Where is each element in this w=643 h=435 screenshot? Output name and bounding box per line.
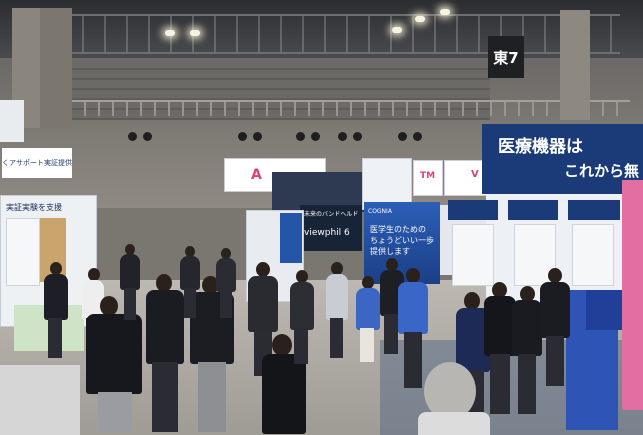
brand-logo-text: A (251, 167, 262, 183)
brand-text: COGNIA (368, 208, 392, 215)
right-booth-tab (508, 200, 558, 220)
hall-number-sign: 東7 (488, 36, 524, 78)
main-banner-line1: 医療機器は (498, 137, 583, 157)
viewphil-booth-sign: 未来のバンドヘルド超音 viewphil 6 (300, 205, 362, 251)
wall-vent (238, 132, 247, 141)
ceiling-lamp (440, 9, 450, 15)
wall-vent (128, 132, 137, 141)
right-booth-screen (452, 224, 494, 286)
small-logo-right: V (471, 169, 479, 180)
right-booth-tab (568, 200, 620, 220)
main-banner-line2: これから無 (564, 162, 640, 180)
ceiling-truss (60, 14, 620, 54)
ceiling-lamp (392, 27, 402, 33)
wall-vent (253, 132, 262, 141)
ceiling-lamp (165, 30, 175, 36)
center-booth-logo-box: TM (413, 160, 443, 196)
wall-vent (311, 132, 320, 141)
wall-vent (338, 132, 347, 141)
ceiling-lamp (190, 30, 200, 36)
wall-vent (398, 132, 407, 141)
right-booth-banner: 医療機器は これから無 (482, 124, 643, 194)
wall-vent (353, 132, 362, 141)
monitor-stand (586, 290, 622, 330)
left-booth-banner: くアサポート実証提供 (2, 148, 72, 178)
upper-rail (70, 100, 630, 116)
ceiling-lamp (415, 16, 425, 22)
wall-vent (296, 132, 305, 141)
left-booth-top (0, 100, 24, 142)
distant-booth-panel (280, 213, 302, 263)
small-logo: TM (420, 171, 436, 181)
right-booth-logo-box: V (444, 160, 488, 196)
left-panel-title: 実証実験を支援 (6, 203, 62, 212)
pillar (560, 10, 590, 120)
pillar (40, 8, 72, 128)
wall-vent (413, 132, 422, 141)
right-booth-screen (572, 224, 614, 286)
center-booth-header (362, 158, 412, 210)
viewphil-text: viewphil 6 (304, 228, 350, 238)
center-banner-text: 未来のバンドヘルド超音 (304, 211, 358, 218)
right-booth-tab (448, 200, 498, 220)
left-display-panel (6, 218, 40, 286)
blue-booth-poster: COGNIA 医学生のための ちょうどいい一歩 提供します (364, 202, 440, 284)
poster-text: 医学生のための ちょうどいい一歩 提供します (370, 225, 434, 256)
foreground-stand (0, 365, 80, 435)
wall-vent (143, 132, 152, 141)
magenta-pillar (622, 180, 643, 410)
ceiling (0, 0, 643, 58)
